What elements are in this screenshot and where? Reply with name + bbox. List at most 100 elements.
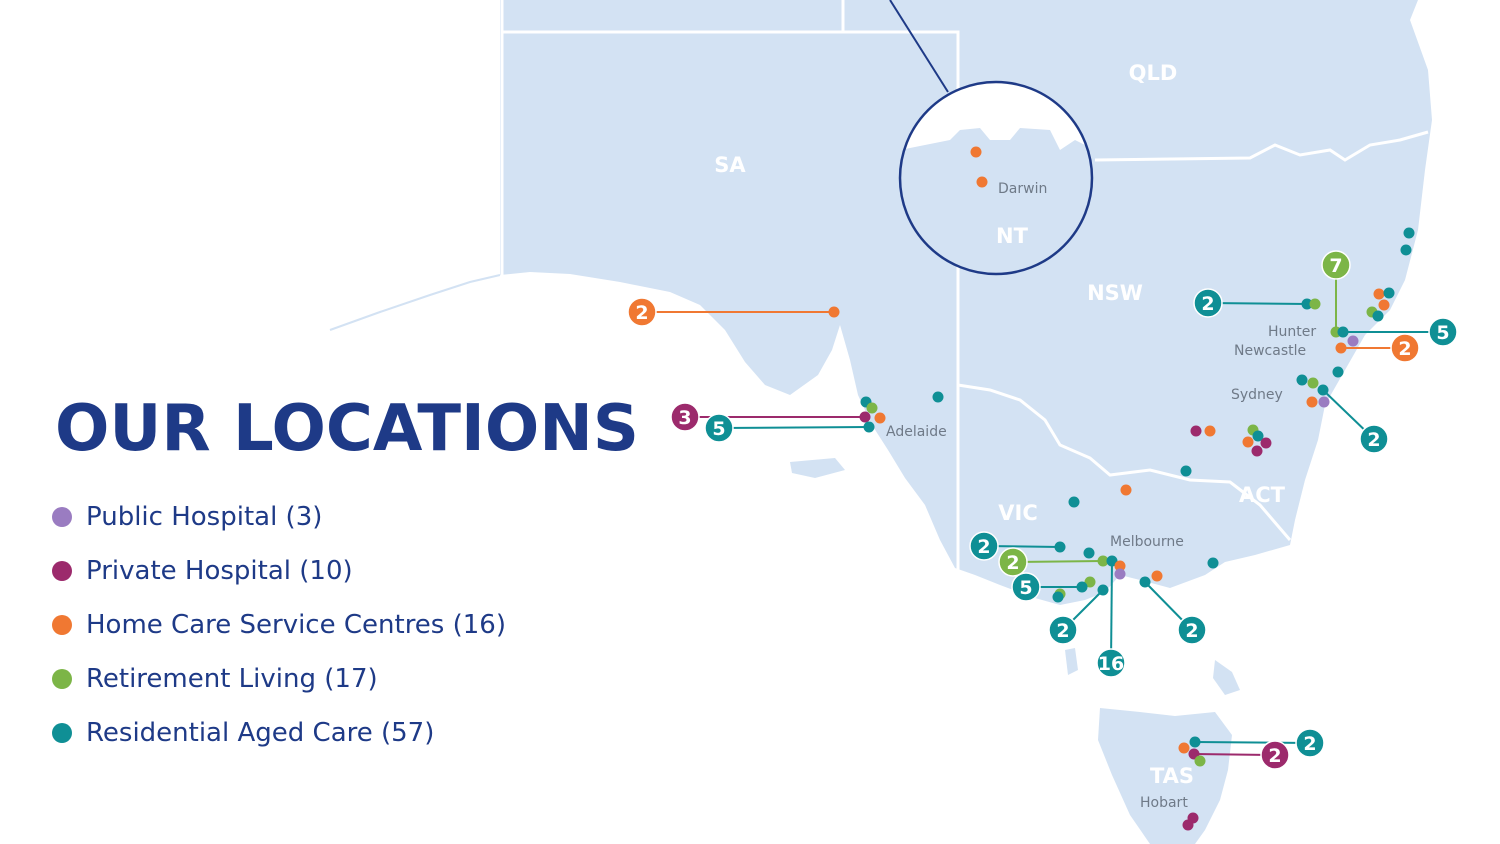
cluster-badge: 2 xyxy=(1295,728,1325,758)
home-care-location-dot xyxy=(1306,396,1318,408)
residential-aged-care-location-dot xyxy=(1083,547,1095,559)
public-hospital-location-dot xyxy=(1114,568,1126,580)
cluster-count: 7 xyxy=(1329,255,1342,277)
home-care-dot-icon xyxy=(52,615,72,635)
cluster-badge: 2 xyxy=(1359,424,1389,454)
city-label-adelaide: Adelaide xyxy=(886,424,947,440)
private-hospital-location-dot xyxy=(1251,445,1263,457)
residential-aged-care-location-dot xyxy=(1332,366,1344,378)
residential-aged-care-location-dot xyxy=(932,391,944,403)
residential-aged-care-location-dot xyxy=(1076,581,1088,593)
cluster-badge: 5 xyxy=(1011,572,1041,602)
cluster-badge-circle xyxy=(704,413,734,443)
home-care-location-dot xyxy=(1114,560,1126,572)
retirement-living-location-dot xyxy=(1194,755,1206,767)
cluster-count: 2 xyxy=(1201,293,1214,315)
cluster-count: 2 xyxy=(1268,745,1281,767)
wa-coastline xyxy=(329,274,501,331)
residential-aged-care-dot-icon xyxy=(52,723,72,743)
home-care-location-dot xyxy=(1335,342,1347,354)
cluster-badge-circle xyxy=(998,547,1028,577)
cluster-connector-line xyxy=(1012,560,1104,563)
home-care-location-dot xyxy=(828,306,840,318)
public-hospital-location-dot xyxy=(1347,335,1359,347)
cluster-badge: 2 xyxy=(998,547,1028,577)
public-hospital-dot-icon xyxy=(52,507,72,527)
cluster-badge-circle xyxy=(1295,728,1325,758)
cluster-count: 2 xyxy=(977,536,990,558)
home-care-location-dot xyxy=(1378,299,1390,311)
residential-aged-care-location-dot xyxy=(1372,310,1384,322)
cluster-count: 16 xyxy=(1098,653,1124,675)
retirement-living-location-dot xyxy=(1097,555,1109,567)
state-label-vic: VIC xyxy=(998,501,1037,525)
legend-item-public-hospital: Public Hospital (3) xyxy=(52,490,506,544)
legend-item-home-care: Home Care Service Centres (16) xyxy=(52,598,506,652)
cluster-badge-circle xyxy=(670,402,700,432)
cluster-badge-circle xyxy=(1390,333,1420,363)
home-care-location-dot xyxy=(874,412,886,424)
cluster-badge: 5 xyxy=(1428,317,1458,347)
cluster-badge-circle xyxy=(1011,572,1041,602)
private-hospital-location-dot xyxy=(1260,437,1272,449)
legend-label: Home Care Service Centres (16) xyxy=(86,610,506,640)
kangaroo-island xyxy=(790,458,845,478)
cluster-badge-circle xyxy=(1096,648,1126,678)
city-label-melbourne: Melbourne xyxy=(1110,534,1184,550)
cluster-connector-line xyxy=(1194,741,1311,744)
residential-aged-care-location-dot xyxy=(863,421,875,433)
cluster-count: 2 xyxy=(1303,733,1316,755)
residential-aged-care-location-dot xyxy=(1403,227,1415,239)
residential-aged-care-location-dot xyxy=(1189,736,1201,748)
legend-label: Public Hospital (3) xyxy=(86,502,323,532)
legend: Public Hospital (3) Private Hospital (10… xyxy=(52,490,506,760)
private-hospital-location-dot xyxy=(1190,425,1202,437)
state-label-nsw: NSW xyxy=(1087,281,1143,305)
home-care-location-dot xyxy=(976,176,988,188)
legend-label: Private Hospital (10) xyxy=(86,556,353,586)
residential-aged-care-location-dot xyxy=(1317,384,1329,396)
cluster-badge-circle xyxy=(1428,317,1458,347)
cluster-badge-circle xyxy=(627,297,657,327)
residential-aged-care-location-dot xyxy=(1139,576,1151,588)
cluster-badge: 2 xyxy=(1390,333,1420,363)
residential-aged-care-location-dot xyxy=(1296,374,1308,386)
cluster-badge: 2 xyxy=(1260,740,1290,770)
public-hospital-location-dot xyxy=(1318,396,1330,408)
residential-aged-care-location-dot xyxy=(1337,326,1349,338)
home-care-location-dot xyxy=(1242,436,1254,448)
private-hospital-location-dot xyxy=(859,411,871,423)
cluster-badge-circle xyxy=(969,531,999,561)
cluster-badge-circle xyxy=(1177,615,1207,645)
cluster-badge-circle xyxy=(1193,288,1223,318)
retirement-living-dot-icon xyxy=(52,669,72,689)
residential-aged-care-location-dot xyxy=(1400,244,1412,256)
cluster-badge: 5 xyxy=(704,413,734,443)
home-care-location-dot xyxy=(1373,288,1385,300)
state-borders xyxy=(500,0,1429,575)
cluster-badge: 2 xyxy=(1193,288,1223,318)
residential-aged-care-location-dot xyxy=(1383,287,1395,299)
cluster-badge-circle xyxy=(1321,250,1351,280)
cluster-badge: 2 xyxy=(1177,615,1207,645)
legend-label: Retirement Living (17) xyxy=(86,664,378,694)
cluster-badge: 16 xyxy=(1096,648,1126,678)
residential-aged-care-location-dot xyxy=(1052,591,1064,603)
cluster-count: 5 xyxy=(1019,577,1032,599)
residential-aged-care-location-dot xyxy=(1068,496,1080,508)
cluster-count: 2 xyxy=(1367,429,1380,451)
cluster-connector-line xyxy=(718,426,870,429)
nt-callout-line xyxy=(889,0,949,93)
retirement-living-location-dot xyxy=(866,402,878,414)
retirement-living-location-dot xyxy=(1084,576,1096,588)
location-dots xyxy=(828,146,1415,831)
state-label-qld: QLD xyxy=(1129,61,1178,85)
home-care-location-dot xyxy=(970,146,982,158)
state-label-tas: TAS xyxy=(1150,764,1194,788)
cluster-badge: 2 xyxy=(1048,615,1078,645)
cluster-badge: 7 xyxy=(1321,250,1351,280)
cluster-connector-line xyxy=(1207,302,1308,305)
cluster-count: 2 xyxy=(1056,620,1069,642)
